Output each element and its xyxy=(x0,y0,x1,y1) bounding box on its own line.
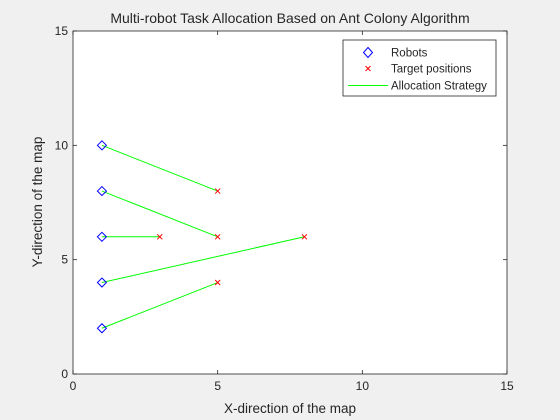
y-tick-label-2: 10 xyxy=(55,138,69,152)
target-marker-2 xyxy=(156,233,163,240)
legend-entry-robots: Robots xyxy=(362,46,428,60)
legend-x-marker xyxy=(365,65,371,72)
legend-entry-targets: Target positions xyxy=(365,64,472,76)
legend-diamond-marker xyxy=(362,46,374,59)
target-marker-0 xyxy=(214,279,221,286)
x-tick-label-1: 5 xyxy=(214,379,221,393)
legend-label-allocation: Allocation Strategy xyxy=(391,81,487,93)
target-marker-4 xyxy=(214,188,221,194)
robot-marker-3 xyxy=(96,185,108,197)
y-tick-label-3: 15 xyxy=(55,24,69,38)
legend-label-robots: Robots xyxy=(391,48,428,60)
legend-entry-allocation: Allocation Strategy xyxy=(348,81,487,93)
x-tick-label-0: 0 xyxy=(70,379,77,393)
x-axis-label: X-direction of the map xyxy=(224,401,356,416)
robot-marker-0 xyxy=(96,323,108,334)
chart-title: Multi-robot Task Allocation Based on Ant… xyxy=(110,10,469,26)
y-tick-label-1: 5 xyxy=(61,253,68,267)
target-marker-1 xyxy=(301,233,308,240)
x-tick-label-2: 10 xyxy=(356,379,370,393)
axes-box xyxy=(72,30,508,375)
y-axis-label: Y-direction of the map xyxy=(30,137,45,268)
allocation-line-0 xyxy=(101,282,218,329)
robot-marker-2 xyxy=(96,231,108,243)
x-tick-label-3: 15 xyxy=(500,379,514,393)
robot-marker-4 xyxy=(96,140,108,151)
series-layer xyxy=(96,140,308,334)
target-marker-3 xyxy=(214,233,221,240)
legend: Robots Target positions Allocation Strat… xyxy=(342,39,497,97)
robot-marker-1 xyxy=(96,277,108,288)
allocation-line-4 xyxy=(101,144,218,192)
axes-layer: 0 5 10 15 0 5 10 15 xyxy=(55,24,514,393)
y-tick-label-0: 0 xyxy=(61,367,68,381)
legend-label-targets: Target positions xyxy=(391,64,472,76)
allocation-line-1 xyxy=(101,236,305,284)
allocation-line-3 xyxy=(101,190,218,238)
